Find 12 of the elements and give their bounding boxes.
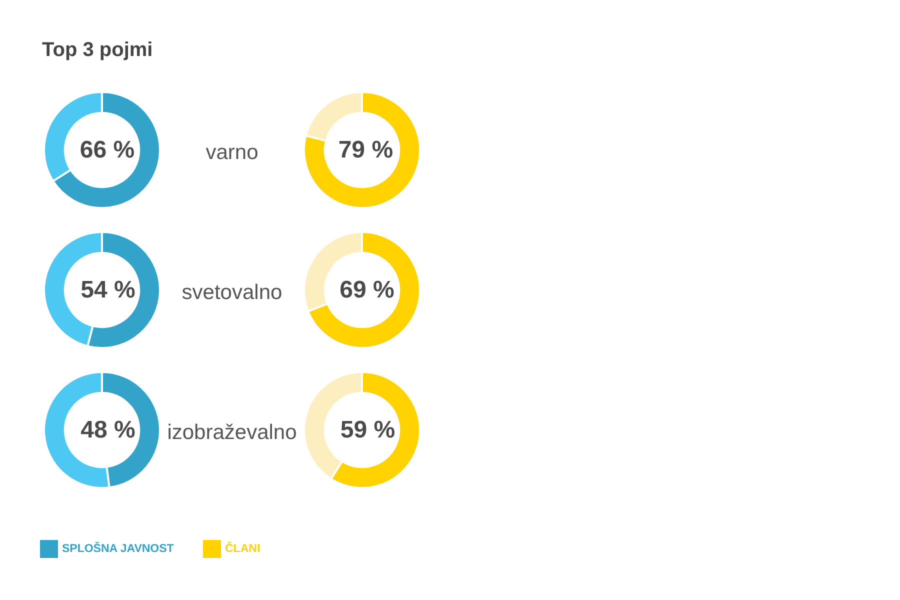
legend-label: SPLOŠNA JAVNOST (62, 540, 174, 557)
data-label: 54 % (80, 276, 136, 304)
data-label: 66 % (80, 136, 135, 164)
text: varno (206, 141, 258, 165)
data-label: 48 % (80, 416, 136, 444)
data-label: 59 % (340, 416, 396, 444)
legend-label: ČLANI (225, 540, 260, 557)
text: izobraževalno (167, 421, 297, 445)
data-label: 69 % (340, 276, 394, 304)
text: svetovalno (182, 281, 282, 305)
data-label: 79 % (338, 136, 394, 164)
chart-title: Top 3 pojmi (42, 38, 153, 62)
